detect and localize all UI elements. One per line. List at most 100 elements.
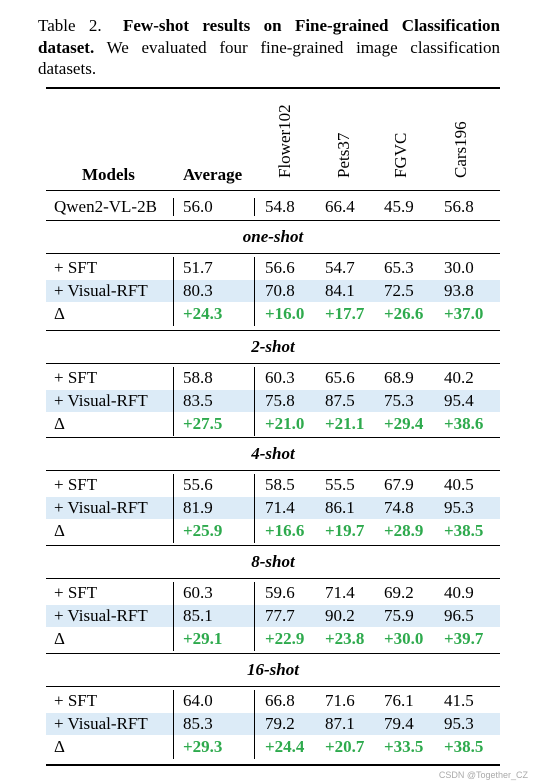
delta-row: Δ +24.3 +16.0 +17.7 +26.6 +37.0: [46, 303, 500, 325]
fgvc-cell: 45.9: [384, 197, 414, 216]
flower102-cell: +21.0: [265, 414, 305, 433]
sft-row: + SFT 64.0 66.8 71.6 76.1 41.5: [46, 690, 500, 712]
pets37-cell: 71.6: [325, 691, 355, 710]
section-title: 16-shot: [247, 660, 299, 679]
cars196-cell: 40.2: [444, 368, 474, 387]
column-divider-average: [254, 198, 255, 216]
sft-row: + SFT 51.7 56.6 54.7 65.3 30.0: [46, 257, 500, 279]
model-cell: + SFT: [54, 583, 98, 602]
flower102-cell: 70.8: [265, 281, 295, 300]
average-cell: +29.1: [183, 629, 223, 648]
header-cars196: Cars196: [451, 121, 470, 178]
model-cell: Δ: [54, 304, 65, 323]
delta-row: Δ +25.9 +16.6 +19.7 +28.9 +38.5: [46, 520, 500, 542]
flower102-cell: 54.8: [265, 197, 295, 216]
fgvc-cell: 65.3: [384, 258, 414, 277]
model-cell: Qwen2-VL-2B: [54, 197, 157, 216]
flower102-cell: 75.8: [265, 391, 295, 410]
column-divider-average: [254, 582, 255, 651]
average-cell: 58.8: [183, 368, 213, 387]
baseline-row: Qwen2-VL-2B 56.0 54.8 66.4 45.9 56.8: [46, 196, 500, 218]
fgvc-cell: 69.2: [384, 583, 414, 602]
visual-rft-row: + Visual-RFT 85.1 77.7 90.2 75.9 96.5: [46, 605, 500, 627]
model-cell: Δ: [54, 414, 65, 433]
pets37-cell: +21.1: [325, 414, 365, 433]
model-cell: + Visual-RFT: [54, 606, 148, 625]
visual-rft-row: + Visual-RFT 83.5 75.8 87.5 75.3 95.4: [46, 390, 500, 412]
delta-row: Δ +29.3 +24.4 +20.7 +33.5 +38.5: [46, 736, 500, 758]
pets37-cell: +19.7: [325, 521, 365, 540]
pets37-cell: 66.4: [325, 197, 355, 216]
fgvc-cell: 72.5: [384, 281, 414, 300]
caption-description: We evaluated four fine-grained image cla…: [38, 37, 500, 79]
section-rule-top: [46, 653, 500, 654]
header-rule: [46, 190, 500, 191]
fgvc-cell: 67.9: [384, 475, 414, 494]
average-cell: +24.3: [183, 304, 223, 323]
cars196-cell: +37.0: [444, 304, 484, 323]
column-divider-models: [173, 690, 174, 759]
cars196-cell: 95.3: [444, 714, 474, 733]
caption-title: Few-shot results on Fine-grained Classif…: [38, 16, 501, 57]
flower102-cell: +16.6: [265, 521, 305, 540]
sft-row: + SFT 60.3 59.6 71.4 69.2 40.9: [46, 582, 500, 604]
column-divider-models: [173, 367, 174, 436]
flower102-cell: 59.6: [265, 583, 295, 602]
flower102-cell: 77.7: [265, 606, 295, 625]
model-cell: + SFT: [54, 368, 98, 387]
flower102-cell: +24.4: [265, 737, 305, 756]
cars196-cell: +38.5: [444, 737, 484, 756]
section-rule-bottom: [46, 253, 500, 254]
visual-rft-row: + Visual-RFT 80.3 70.8 84.1 72.5 93.8: [46, 280, 500, 302]
flower102-cell: 79.2: [265, 714, 295, 733]
cars196-cell: 95.4: [444, 391, 474, 410]
fgvc-cell: +26.6: [384, 304, 424, 323]
sft-row: + SFT 58.8 60.3 65.6 68.9 40.2: [46, 367, 500, 389]
cars196-cell: +39.7: [444, 629, 484, 648]
model-cell: + Visual-RFT: [54, 498, 148, 517]
flower102-cell: 58.5: [265, 475, 295, 494]
column-divider-models: [173, 257, 174, 326]
header-models: Models: [82, 165, 135, 184]
column-divider-models: [173, 474, 174, 543]
visual-rft-row: + Visual-RFT 81.9 71.4 86.1 74.8 95.3: [46, 497, 500, 519]
fgvc-cell: 68.9: [384, 368, 414, 387]
model-cell: + SFT: [54, 691, 98, 710]
cars196-cell: 56.8: [444, 197, 474, 216]
flower102-cell: +16.0: [265, 304, 305, 323]
pets37-cell: 65.6: [325, 368, 355, 387]
caption-label: Table 2.: [38, 16, 102, 35]
average-cell: 85.3: [183, 714, 213, 733]
cars196-cell: 96.5: [444, 606, 474, 625]
section-rule-bottom: [46, 470, 500, 471]
average-cell: +29.3: [183, 737, 223, 756]
pets37-cell: 87.1: [325, 714, 355, 733]
average-cell: 55.6: [183, 475, 213, 494]
model-cell: + Visual-RFT: [54, 714, 148, 733]
average-cell: 51.7: [183, 258, 213, 277]
table-top-rule: [46, 87, 500, 89]
cars196-cell: 95.3: [444, 498, 474, 517]
section-rule-bottom: [46, 686, 500, 687]
fgvc-cell: +33.5: [384, 737, 424, 756]
average-cell: 80.3: [183, 281, 213, 300]
column-divider-average: [254, 367, 255, 436]
average-cell: 56.0: [183, 197, 213, 216]
watermark: CSDN @Together_CZ: [438, 770, 528, 780]
fgvc-cell: 79.4: [384, 714, 414, 733]
average-cell: 81.9: [183, 498, 213, 517]
fgvc-cell: 76.1: [384, 691, 414, 710]
section-rule-top: [46, 437, 500, 438]
cars196-cell: +38.6: [444, 414, 484, 433]
fgvc-cell: +29.4: [384, 414, 424, 433]
model-cell: + SFT: [54, 475, 98, 494]
flower102-cell: 71.4: [265, 498, 295, 517]
column-divider-models: [173, 582, 174, 651]
delta-row: Δ +27.5 +21.0 +21.1 +29.4 +38.6: [46, 413, 500, 435]
pets37-cell: 54.7: [325, 258, 355, 277]
pets37-cell: 86.1: [325, 498, 355, 517]
cars196-cell: 40.9: [444, 583, 474, 602]
section-rule-bottom: [46, 363, 500, 364]
flower102-cell: 56.6: [265, 258, 295, 277]
cars196-cell: 30.0: [444, 258, 474, 277]
